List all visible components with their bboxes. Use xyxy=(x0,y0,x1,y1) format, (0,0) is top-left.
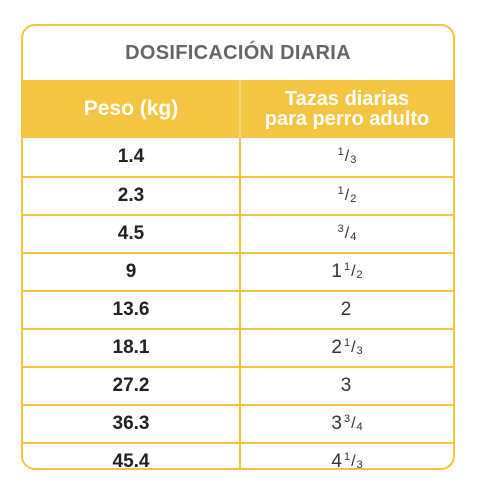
cups-cell: 3/4 xyxy=(239,216,453,252)
cups-numerator: 3 xyxy=(337,223,344,235)
cups-whole: 2 xyxy=(331,337,342,358)
cups-cell: 3/ xyxy=(239,368,453,404)
cups-whole: 1 xyxy=(331,261,342,282)
cups-cell: 3 3/4 xyxy=(239,406,453,442)
header-cups: Tazas diarias para perro adulto xyxy=(239,80,453,138)
cups-denominator: 3 xyxy=(356,345,363,357)
cups-cell: 4 1/3 xyxy=(239,444,453,470)
header-weight: Peso (kg) xyxy=(83,97,179,120)
weight-cell: 45.4 xyxy=(112,451,150,470)
cups-numerator: 3 xyxy=(343,413,351,425)
table-row: 9 1 1/2 xyxy=(23,252,453,290)
cups-numerator: 1 xyxy=(337,146,344,158)
weight-cell: 27.2 xyxy=(112,375,150,396)
cups-cell: 2 1/3 xyxy=(239,330,453,366)
table-body: 1.4 1/3 2.3 1/2 4.5 3/4 9 1 1/2 13.6 xyxy=(23,138,453,470)
table-row: 36.3 3 3/4 xyxy=(23,404,453,442)
cups-denominator: 2 xyxy=(350,193,357,205)
table-row: 2.3 1/2 xyxy=(23,176,453,214)
table-header-row: Peso (kg) Tazas diarias para perro adult… xyxy=(23,80,453,138)
table-title: DOSIFICACIÓN DIARIA xyxy=(125,41,351,64)
weight-cell: 1.4 xyxy=(117,146,145,167)
weight-cell: 9 xyxy=(125,261,137,282)
cups-denominator: 2 xyxy=(356,269,363,281)
cups-denominator: 3 xyxy=(356,459,363,470)
cups-cell: 1/3 xyxy=(239,138,453,176)
cups-numerator: 1 xyxy=(343,337,351,349)
cups-denominator: 4 xyxy=(356,421,363,433)
table-row: 13.6 2/ xyxy=(23,290,453,328)
cups-cell: 1 1/2 xyxy=(239,254,453,290)
table-row: 4.5 3/4 xyxy=(23,214,453,252)
weight-cell: 13.6 xyxy=(112,299,150,320)
cups-denominator: 4 xyxy=(350,231,357,243)
cups-cell: 2/ xyxy=(239,292,453,328)
cups-numerator: 1 xyxy=(343,451,351,463)
weight-cell: 4.5 xyxy=(117,223,145,244)
dosage-table-card: DOSIFICACIÓN DIARIA Peso (kg) Tazas diar… xyxy=(21,24,455,470)
table-row: 18.1 2 1/3 xyxy=(23,328,453,366)
table-row: 45.4 4 1/3 xyxy=(23,442,453,470)
cups-whole: 4 xyxy=(331,451,342,470)
cups-whole: 2 xyxy=(340,299,352,320)
cups-whole: 3 xyxy=(340,375,352,396)
weight-cell: 18.1 xyxy=(112,337,150,358)
cups-denominator: 3 xyxy=(350,154,357,166)
weight-cell: 2.3 xyxy=(117,185,145,206)
cups-numerator: 1 xyxy=(337,185,344,197)
header-cups-line2: para perro adulto xyxy=(264,108,430,130)
cups-cell: 1/2 xyxy=(239,178,453,214)
weight-cell: 36.3 xyxy=(112,413,150,434)
cups-whole: 3 xyxy=(331,413,342,434)
table-row: 27.2 3/ xyxy=(23,366,453,404)
table-row: 1.4 1/3 xyxy=(23,138,453,176)
header-cups-line1: Tazas diarias xyxy=(284,88,410,110)
cups-numerator: 1 xyxy=(343,261,351,273)
